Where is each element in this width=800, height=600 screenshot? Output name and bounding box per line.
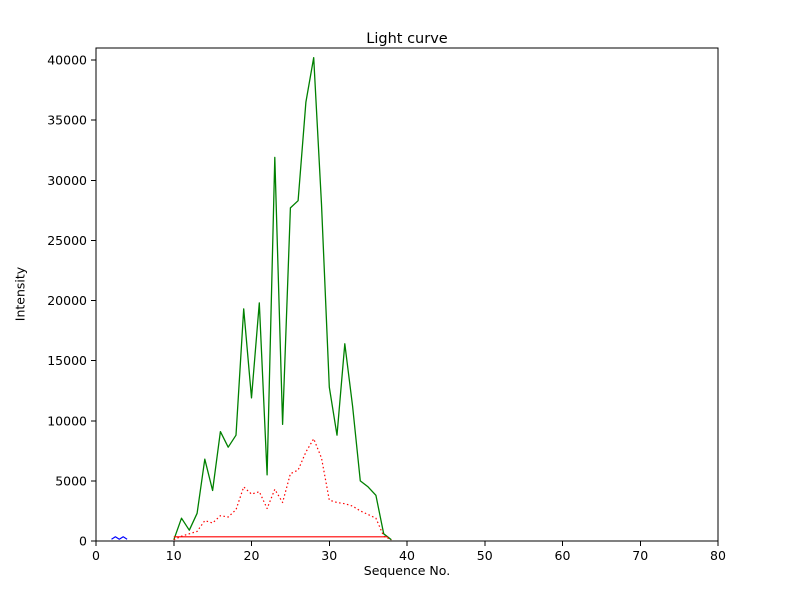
y-axis-label: Intensity (12, 266, 28, 322)
y-tick-label: 25000 (47, 233, 87, 248)
x-tick-label: 60 (555, 548, 571, 563)
x-tick-label: 80 (710, 548, 726, 563)
plot-border (95, 47, 719, 542)
y-tick-label: 20000 (47, 293, 87, 308)
y-tick-label: 40000 (47, 53, 87, 68)
green-solid-curve-line (173, 56, 392, 541)
x-axis-label: Sequence No. (363, 563, 451, 578)
y-tick-label: 0 (79, 534, 87, 549)
blue-short-segment-line (111, 536, 128, 540)
x-tick-label: 30 (321, 548, 337, 563)
x-tick-label: 0 (92, 548, 100, 563)
x-tick-label: 50 (477, 548, 493, 563)
x-tick-label: 20 (244, 548, 260, 563)
y-tick-label: 30000 (47, 173, 87, 188)
y-tick-label: 35000 (47, 113, 87, 128)
y-tick-label: 10000 (47, 413, 87, 428)
x-tick-label: 40 (399, 548, 415, 563)
y-tick-label: 5000 (55, 473, 87, 488)
red-dotted-curve-line (173, 438, 392, 541)
chart-title: Light curve (366, 31, 448, 47)
x-tick-label: 70 (632, 548, 648, 563)
y-tick-label: 15000 (47, 353, 87, 368)
x-tick-label: 10 (166, 548, 182, 563)
